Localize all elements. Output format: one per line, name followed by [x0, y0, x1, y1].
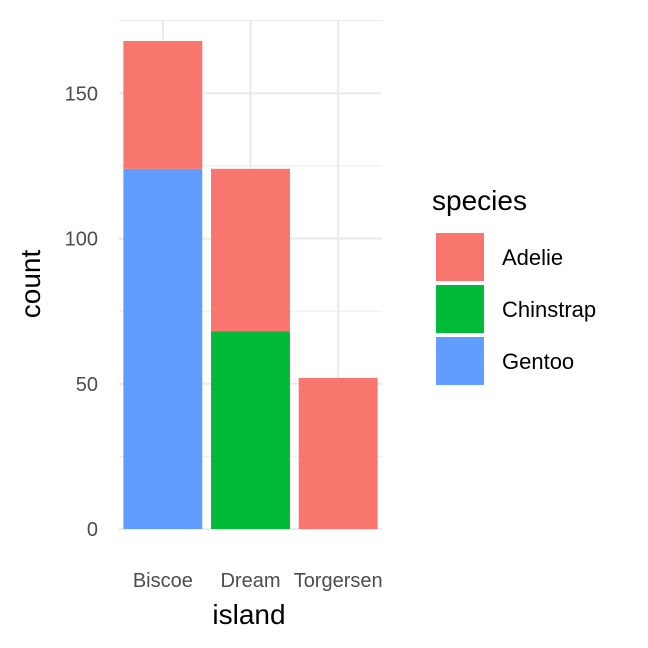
legend: species Adelie Chinstrap Gentoo [432, 185, 596, 385]
y-axis-title: count [15, 250, 46, 319]
x-axis-title: island [212, 599, 285, 630]
bar-gentoo-biscoe [123, 168, 203, 530]
bar-adelie-torgersen [298, 377, 378, 529]
y-tick-label: 100 [65, 229, 98, 251]
bar-adelie-biscoe [123, 41, 203, 169]
legend-label-gentoo: Gentoo [502, 349, 574, 374]
legend-label-adelie: Adelie [502, 245, 563, 270]
tick-labels: 0 50 100 150 Biscoe Dream Torgersen [65, 83, 383, 592]
y-tick-label: 0 [87, 519, 98, 541]
legend-key-gentoo [436, 337, 484, 385]
x-tick-label: Dream [220, 570, 280, 592]
x-tick-label: Biscoe [133, 570, 193, 592]
bars [123, 41, 378, 530]
bar-adelie-dream [211, 168, 290, 332]
legend-key-adelie [436, 233, 484, 281]
legend-label-chinstrap: Chinstrap [502, 297, 596, 322]
y-tick-label: 50 [76, 374, 98, 396]
legend-key-chinstrap [436, 285, 484, 333]
bar-chinstrap-dream [211, 331, 290, 529]
legend-title: species [432, 185, 527, 216]
y-tick-label: 150 [65, 83, 98, 105]
x-tick-label: Torgersen [294, 570, 383, 592]
